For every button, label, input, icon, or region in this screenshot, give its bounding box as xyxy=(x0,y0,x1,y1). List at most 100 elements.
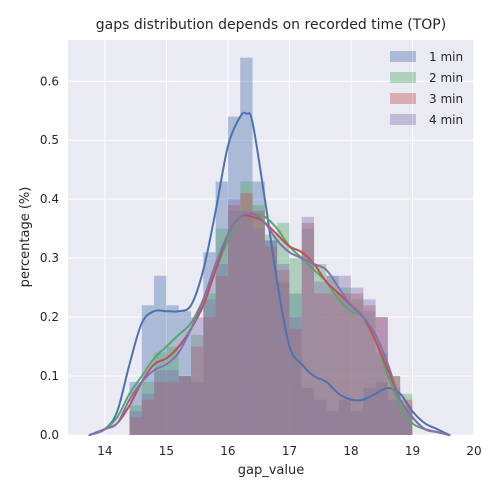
bar-2-min xyxy=(154,352,167,435)
bar-3-min xyxy=(154,381,167,435)
legend-item-1-min: 1 min xyxy=(390,50,463,64)
bar-4-min xyxy=(375,317,388,435)
bar-2-min xyxy=(240,181,253,435)
bar-4-min xyxy=(227,199,241,435)
bar-4-min xyxy=(252,228,265,435)
bar-1-min xyxy=(252,181,265,435)
bar-3-min xyxy=(191,346,204,435)
y-axis-label: percentage (%) xyxy=(18,187,33,288)
chart-title: gaps distribution depends on recorded ti… xyxy=(96,17,446,33)
x-tick-label: 14 xyxy=(97,444,112,458)
bar-1-min xyxy=(350,411,364,435)
bar-4-min xyxy=(240,210,253,435)
bar-4-min xyxy=(178,376,192,435)
bar-2-min xyxy=(227,210,241,435)
x-axis-label: gap_value xyxy=(238,463,304,478)
bar-2-min xyxy=(314,264,327,435)
bar-3-min xyxy=(141,399,155,435)
x-tick-label: 15 xyxy=(159,444,174,458)
bar-4-min xyxy=(191,317,204,435)
x-tick-label: 19 xyxy=(405,444,420,458)
bar-1-min xyxy=(154,275,167,435)
y-tick-labels: 0.0 0.1 0.2 0.3 0.4 0.5 0.6 xyxy=(40,74,59,442)
bar-3-min xyxy=(166,381,179,435)
legend-item-3-min: 3 min xyxy=(390,92,463,106)
legend-label: 4 min xyxy=(429,113,463,127)
legend-item-2-min: 2 min xyxy=(390,71,463,85)
bar-2-min xyxy=(129,405,142,435)
bar-3-min xyxy=(363,305,376,435)
x-tick-labels: 14 15 16 17 18 19 20 xyxy=(97,444,481,458)
bar-4-min xyxy=(129,411,142,435)
bar-4-min xyxy=(203,299,216,435)
bar-4-min xyxy=(400,411,413,435)
bar-2-min xyxy=(166,346,179,435)
x-tick-label: 17 xyxy=(282,444,297,458)
bar-1-min xyxy=(264,240,278,435)
bar-4-min xyxy=(301,216,315,435)
bar-1-min xyxy=(301,387,315,435)
bar-3-min xyxy=(129,417,142,435)
bar-2-min xyxy=(203,293,216,435)
kde-curves xyxy=(88,111,451,436)
bar-1-min xyxy=(314,399,327,435)
kde-line-4-min xyxy=(88,212,451,436)
bar-4-min xyxy=(154,370,167,435)
bar-2-min xyxy=(264,234,278,435)
legend-label: 2 min xyxy=(429,71,463,85)
bar-2-min xyxy=(363,311,376,435)
bar-4-min xyxy=(289,317,302,435)
bar-1-min xyxy=(375,381,388,435)
bar-3-min xyxy=(203,317,216,435)
bar-2-min xyxy=(326,275,339,435)
legend-swatch xyxy=(390,93,416,104)
legend-swatch xyxy=(390,51,416,62)
bar-4-min xyxy=(314,281,327,435)
bar-3-min xyxy=(264,246,278,435)
bar-1-min xyxy=(240,57,253,436)
x-tick-label: 18 xyxy=(343,444,358,458)
y-tick-label: 0.4 xyxy=(40,192,59,206)
bar-3-min xyxy=(277,269,290,435)
bar-2-min xyxy=(215,228,228,435)
bar-3-min xyxy=(252,210,265,435)
y-tick-label: 0.0 xyxy=(40,428,59,442)
y-tick-label: 0.3 xyxy=(40,251,59,265)
legend: 1 min 2 min 3 min 4 min xyxy=(390,50,463,127)
bar-4-min xyxy=(264,240,278,435)
bar-3-min xyxy=(178,376,192,435)
bar-2-min xyxy=(301,228,315,435)
bar-3-min xyxy=(215,275,228,435)
bar-4-min xyxy=(141,393,155,435)
bar-1-min xyxy=(141,305,155,435)
bar-3-min xyxy=(227,205,241,435)
legend-swatch xyxy=(390,114,416,125)
y-tick-label: 0.5 xyxy=(40,133,59,147)
bar-2-min xyxy=(375,352,388,435)
bar-1-min xyxy=(227,116,241,436)
legend-label: 1 min xyxy=(429,50,463,64)
grid-lines xyxy=(68,40,475,436)
bar-4-min xyxy=(326,275,339,435)
bar-3-min xyxy=(240,193,253,435)
bar-2-min xyxy=(289,258,302,435)
bar-1-min xyxy=(326,411,339,435)
bar-2-min xyxy=(252,205,265,435)
bar-4-min xyxy=(166,370,179,435)
bar-4-min xyxy=(350,287,364,435)
bar-1-min xyxy=(277,281,290,435)
bar-1-min xyxy=(338,399,351,435)
bar-4-min xyxy=(277,264,290,435)
bar-1-min xyxy=(191,381,204,435)
y-tick-label: 0.2 xyxy=(40,310,59,324)
bar-2-min xyxy=(141,381,155,435)
bar-1-min xyxy=(387,399,401,435)
kde-line-1-min xyxy=(88,111,451,436)
y-tick-label: 0.1 xyxy=(40,369,59,383)
kde-line-2-min xyxy=(88,212,451,436)
legend-label: 3 min xyxy=(429,92,463,106)
bar-3-min xyxy=(326,293,339,435)
x-tick-label: 16 xyxy=(220,444,235,458)
legend-item-4-min: 4 min xyxy=(390,113,463,127)
